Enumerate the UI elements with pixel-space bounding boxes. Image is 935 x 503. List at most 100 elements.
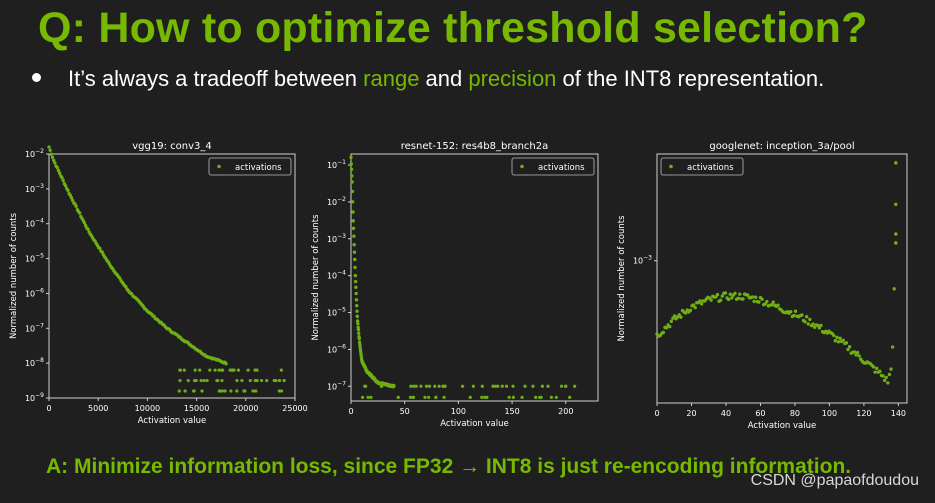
data-point [424, 384, 429, 388]
data-point [351, 226, 356, 231]
data-point [349, 155, 353, 160]
data-point [49, 152, 54, 156]
data-point [352, 234, 356, 238]
data-point [800, 313, 804, 317]
legend-marker [217, 164, 221, 169]
data-point [683, 311, 688, 315]
data-point [360, 395, 365, 399]
data-point [254, 389, 258, 393]
data-point [889, 367, 893, 371]
data-point [235, 389, 239, 393]
x-tick-label: 5000 [88, 404, 108, 413]
data-point [248, 378, 252, 383]
data-point [835, 335, 839, 340]
data-point [363, 384, 367, 388]
data-point [793, 309, 798, 313]
data-point [240, 378, 244, 383]
y-tick-label: 10−2 [327, 196, 346, 207]
data-point [349, 162, 353, 166]
data-point [886, 381, 890, 385]
data-point [765, 299, 769, 304]
y-tick-label: 10−3 [327, 233, 346, 244]
data-point [369, 395, 373, 399]
data-point [437, 384, 441, 388]
data-point [350, 189, 355, 194]
data-point [531, 384, 535, 388]
y-tick-label: 10−4 [327, 270, 346, 281]
data-point [202, 378, 206, 383]
data-point [182, 368, 186, 372]
y-tick-label: 10−6 [327, 343, 346, 354]
data-point [752, 299, 756, 304]
data-point [546, 384, 550, 388]
data-point [355, 303, 359, 308]
y-tick-label: 10−5 [25, 253, 44, 264]
data-point [471, 384, 475, 388]
data-point [720, 294, 724, 298]
data-point [728, 292, 732, 296]
data-point [351, 200, 355, 204]
data-point [255, 368, 259, 372]
data-point [832, 333, 836, 338]
data-point [804, 315, 809, 319]
data-point [352, 243, 356, 247]
data-point [60, 176, 64, 180]
data-point [350, 174, 354, 178]
data-point [251, 389, 255, 393]
data-point [771, 300, 775, 304]
data-point [661, 330, 666, 335]
x-tick-label: 15000 [184, 404, 209, 413]
x-tick-label: 150 [504, 407, 519, 416]
data-point [66, 188, 70, 193]
data-point [217, 368, 221, 372]
data-point [353, 279, 358, 284]
answer-text: A: Minimize information loss, since FP32… [46, 455, 852, 478]
data-point [356, 327, 361, 332]
y-tick-label: 10−6 [25, 287, 44, 298]
data-point [205, 378, 209, 383]
data-point [738, 292, 742, 296]
data-point [500, 384, 504, 388]
data-point [893, 232, 898, 236]
data-point [733, 291, 737, 296]
data-point [496, 384, 500, 388]
data-point [854, 353, 858, 357]
data-point [893, 241, 898, 245]
data-point [723, 291, 728, 295]
x-tick-label: 200 [558, 407, 573, 416]
data-point [354, 298, 359, 302]
data-point [669, 319, 674, 324]
legend-box [660, 157, 744, 176]
data-point [691, 303, 696, 307]
data-point [668, 324, 672, 329]
y-tick-label: 10−7 [25, 322, 44, 333]
x-tick-label: 140 [891, 409, 906, 418]
data-point [698, 299, 702, 303]
data-point [480, 395, 484, 399]
data-point [63, 183, 68, 188]
data-point [540, 384, 544, 388]
data-point [215, 378, 219, 383]
data-point [50, 155, 55, 160]
data-point [520, 395, 524, 399]
data-point [220, 389, 224, 393]
data-point [57, 171, 62, 175]
data-point [74, 204, 78, 208]
plot-frame [48, 153, 296, 399]
data-point [198, 368, 202, 372]
data-point [53, 161, 57, 165]
data-point [715, 292, 720, 297]
data-point [746, 293, 750, 297]
data-point [511, 384, 515, 388]
plot-frame [656, 153, 908, 404]
data-point [177, 389, 181, 393]
data-point [434, 395, 438, 399]
y-tick-label: 10−3 [25, 183, 44, 194]
data-point [441, 384, 445, 388]
data-point [892, 287, 896, 291]
data-point [726, 297, 731, 302]
legend-label: activations [538, 163, 585, 173]
data-point [359, 354, 364, 358]
data-point [208, 368, 212, 372]
data-point [806, 322, 810, 326]
